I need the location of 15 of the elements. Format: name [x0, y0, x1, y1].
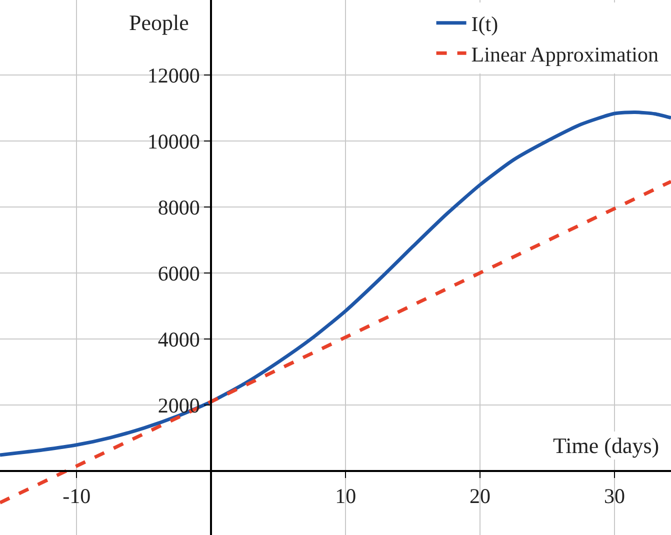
- y-axis-title: People: [129, 10, 189, 35]
- y-tick-label: 2000: [158, 393, 200, 418]
- x-tick-label: 30: [604, 484, 626, 508]
- line-series: [0, 110, 671, 457]
- y-tick-label: 8000: [158, 195, 200, 220]
- y-tick-label: 10000: [147, 129, 200, 154]
- x-tick-label: 20: [470, 484, 491, 508]
- x-tick-label: -10: [62, 484, 91, 508]
- legend-label: Linear Approximation: [471, 42, 659, 66]
- x-tick-label: 10: [335, 484, 356, 508]
- legend-label: I(t): [471, 12, 498, 36]
- y-tick-label: 6000: [158, 261, 200, 286]
- x-axis-title: Time (days): [553, 433, 660, 458]
- y-tick-label: 12000: [147, 63, 200, 88]
- y-tick-label: 4000: [158, 327, 200, 352]
